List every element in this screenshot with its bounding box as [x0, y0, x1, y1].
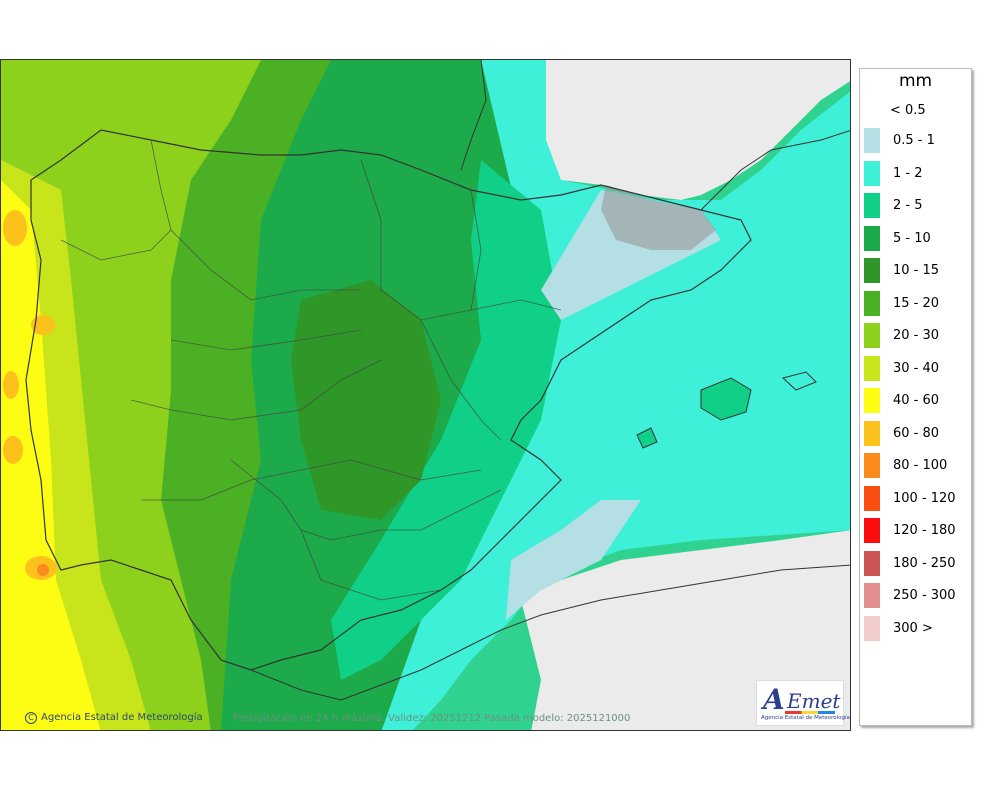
precip-coast-2-5: [331, 160, 561, 680]
legend-swatch: [864, 225, 880, 251]
coastline-africa: [250, 564, 850, 701]
legend-swatch: [864, 160, 880, 186]
legend-item: 15 - 20: [864, 290, 964, 316]
legend-swatch: [864, 518, 880, 543]
legend-label: 0.5 - 1: [893, 133, 935, 148]
precip-interior-10-15: [291, 280, 441, 520]
copyright-icon: C: [25, 712, 37, 724]
legend-item: 250 - 300: [864, 583, 964, 608]
legend-item: 10 - 15: [864, 258, 964, 283]
legend-item: 40 - 60: [864, 388, 964, 413]
aemet-logo-bar: [785, 711, 835, 714]
legend-label: 1 - 2: [893, 165, 923, 181]
legend-swatch: [864, 615, 880, 641]
legend-item: 300 >: [864, 615, 964, 641]
legend-label: 2 - 5: [893, 198, 923, 213]
legend-label: 15 - 20: [893, 295, 940, 311]
legend-swatch: [864, 420, 880, 446]
legend-item: 20 - 30: [864, 323, 964, 348]
aemet-logo-subtitle: Agencia Estatal de Meteorología: [761, 715, 850, 721]
legend-swatch: [864, 290, 880, 316]
precip-pyrenees-low: [601, 185, 716, 250]
legend-item: 60 - 80: [864, 420, 964, 446]
legend-swatch: [864, 193, 880, 218]
legend-item: 100 - 120: [864, 485, 964, 511]
no-data-france: [541, 60, 850, 200]
legend-label: 30 - 40: [893, 360, 940, 376]
legend-item: 120 - 180: [864, 518, 964, 543]
aemet-logo-rest: Emet: [787, 689, 841, 713]
island-ibiza: [636, 427, 658, 449]
legend-swatch: [864, 323, 880, 348]
legend-label: 100 - 120: [893, 490, 956, 506]
aemet-logo: A Emet Agencia Estatal de Meteorología: [756, 680, 850, 726]
precip-hotspot-c: [3, 371, 19, 399]
agency-credit-text: Agencia Estatal de Meteorología: [41, 712, 203, 723]
legend-unit: mm: [898, 71, 933, 91]
legend-label: 250 - 300: [893, 588, 956, 603]
precip-hotspot-b: [31, 315, 55, 335]
legend-label: 5 - 10: [893, 230, 931, 246]
legend-item: 5 - 10: [864, 225, 964, 251]
agency-credit: C Agencia Estatal de Meteorología: [25, 712, 203, 724]
legend-lowest-label: < 0.5: [890, 103, 926, 118]
legend-swatch: [864, 355, 880, 381]
legend-item: 1 - 2: [864, 160, 964, 186]
legend-item: 80 - 100: [864, 453, 964, 478]
map-footer: Precipitación en 24 h máxima. Validez: 2…: [233, 713, 631, 724]
precip-band-1-2: [381, 60, 850, 730]
region-borders: [60, 139, 562, 601]
precipitation-map[interactable]: C Agencia Estatal de Meteorología Precipi…: [0, 59, 851, 731]
legend-item: 0.5 - 1: [864, 128, 964, 153]
legend-label: 80 - 100: [893, 458, 948, 473]
aemet-logo-a: A: [763, 683, 785, 716]
coastline-france: [460, 60, 850, 211]
precip-hotspot-d: [3, 436, 23, 464]
legend-label: 20 - 30: [893, 328, 940, 343]
legend-swatch: [864, 453, 880, 478]
legend-label: 40 - 60: [893, 393, 940, 408]
precip-hotspot-f: [37, 564, 49, 576]
legend-label: 10 - 15: [893, 263, 940, 278]
precipitation-legend: mm < 0.5 0.5 - 1 1 - 2 2 - 5 5 - 10 10 - 15 1…: [859, 68, 972, 726]
island-mallorca: [700, 377, 752, 421]
legend-swatch: [864, 258, 880, 283]
legend-item: 30 - 40: [864, 355, 964, 381]
island-menorca: [781, 371, 817, 391]
coastline-iberia: [25, 129, 752, 671]
legend-swatch: [864, 485, 880, 511]
legend-swatch: [864, 388, 880, 413]
legend-swatch: [864, 583, 880, 608]
legend-label: 180 - 250: [893, 555, 956, 571]
legend-item: 180 - 250: [864, 550, 964, 576]
legend-swatch: [864, 550, 880, 576]
precip-land-40-60: [1, 180, 101, 730]
map-canvas: [1, 60, 850, 730]
legend-item: 2 - 5: [864, 193, 964, 218]
legend-swatch: [864, 128, 880, 153]
precip-hotspot-a: [3, 210, 27, 246]
legend-label: 300 >: [893, 620, 933, 636]
precip-band-05-1: [506, 500, 641, 620]
legend-label: 60 - 80: [893, 425, 940, 441]
legend-label: 120 - 180: [893, 523, 956, 538]
